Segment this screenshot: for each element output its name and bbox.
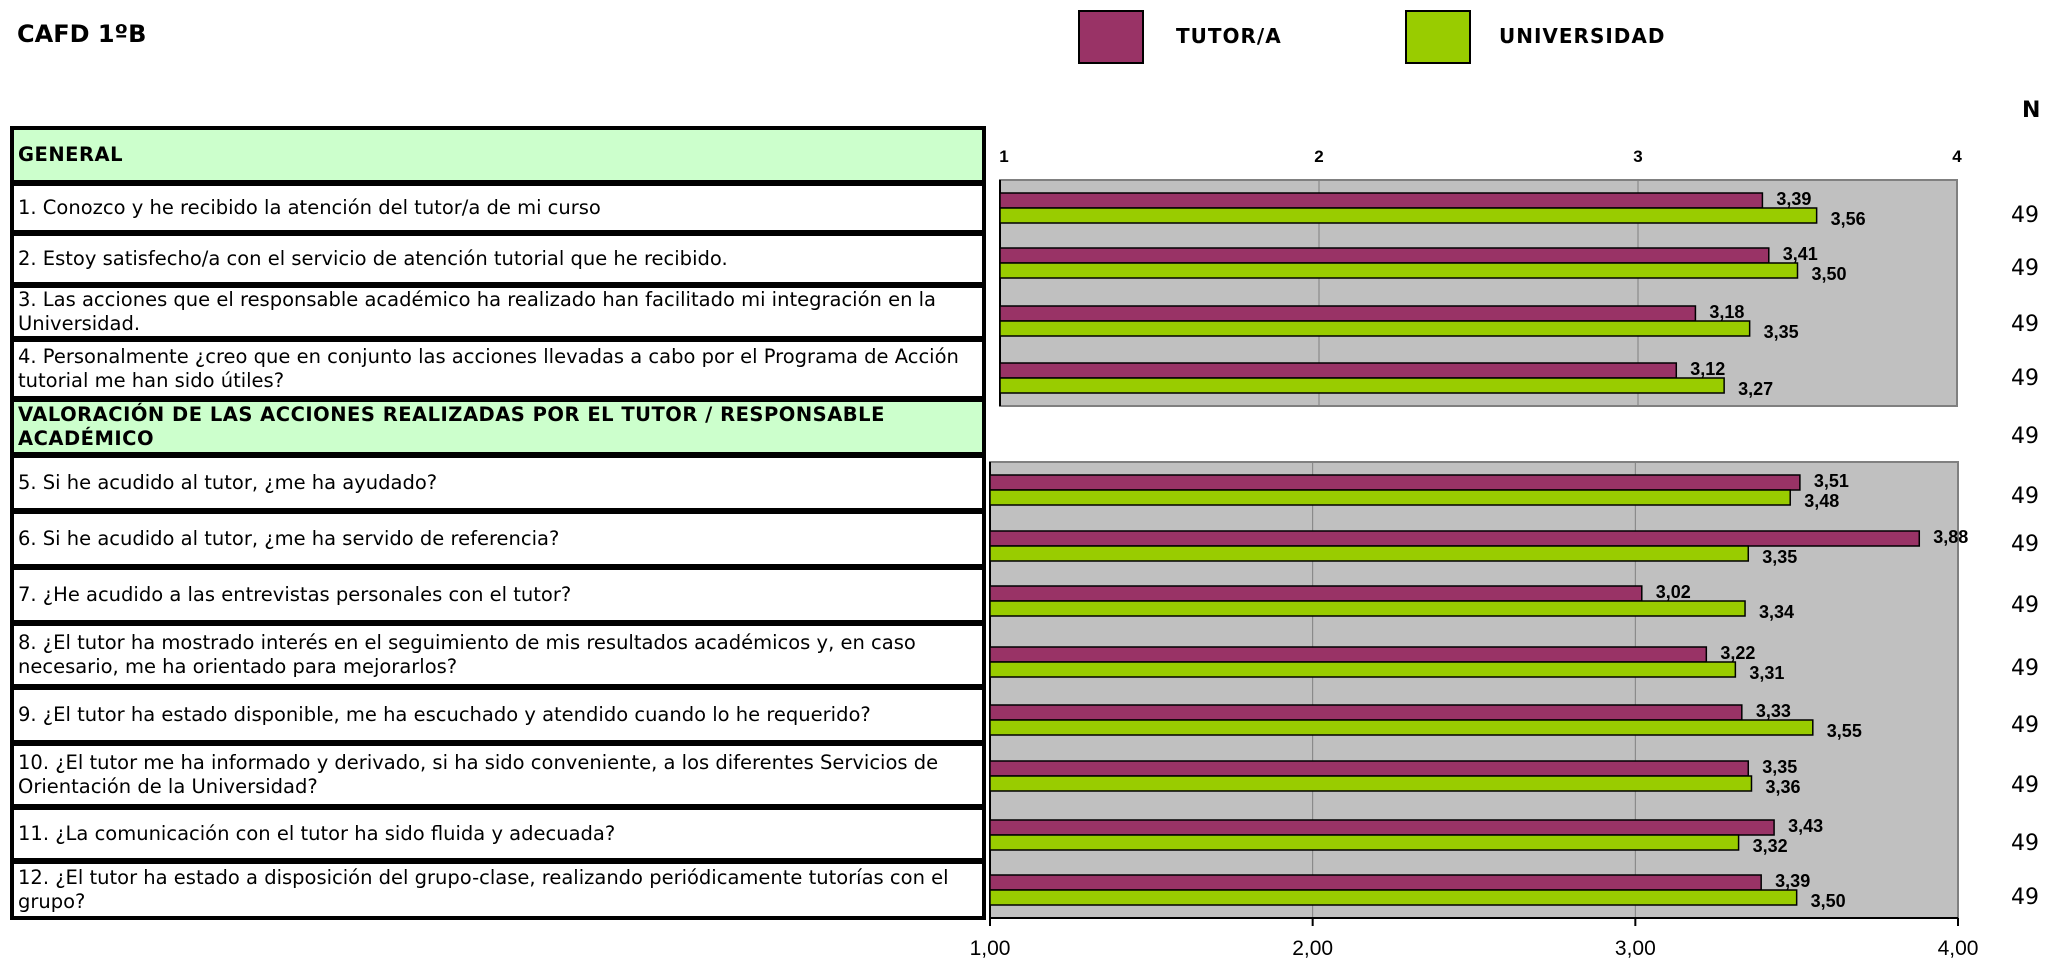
data-label-universidad: 3,27	[1738, 379, 1773, 399]
question-row: 12. ¿El tutor ha estado a disposición de…	[10, 860, 986, 920]
n-value: 49	[2011, 885, 2039, 910]
data-label-tutor: 3,12	[1690, 359, 1725, 379]
data-label-tutor: 3,22	[1720, 643, 1755, 663]
data-label-tutor: 3,41	[1783, 244, 1818, 264]
legend-swatch-tutor	[1078, 10, 1144, 64]
x-tick-label: 1	[999, 147, 1008, 166]
x-tick-label: 2,00	[1292, 937, 1333, 960]
bar-tutor	[989, 760, 1750, 777]
bar-universidad	[989, 834, 1740, 851]
bar-universidad	[999, 320, 1751, 337]
data-label-tutor: 3,39	[1776, 189, 1811, 209]
x-tick-label: 4	[1952, 147, 1962, 166]
n-value: 49	[2011, 203, 2039, 228]
n-value: 49	[2011, 773, 2039, 798]
bar-universidad	[999, 262, 1799, 279]
legend-label-universidad: UNIVERSIDAD	[1499, 24, 1666, 48]
bar-tutor	[999, 192, 1764, 209]
n-value: 49	[2011, 593, 2039, 618]
n-value: 49	[2011, 366, 2039, 391]
n-value: 49	[2011, 532, 2039, 557]
x-tick-label: 1,00	[970, 937, 1011, 960]
data-label-universidad: 3,35	[1762, 547, 1797, 567]
x-tick-label: 3	[1633, 147, 1642, 166]
bar-universidad	[989, 719, 1814, 736]
data-label-tutor: 3,51	[1814, 471, 1849, 491]
data-label-universidad: 3,34	[1759, 602, 1794, 622]
question-row: 1. Conozco y he recibido la atención del…	[10, 182, 986, 234]
bar-tutor	[999, 362, 1678, 379]
n-value: 49	[2011, 656, 2039, 681]
bar-universidad	[989, 600, 1746, 617]
data-label-tutor: 3,02	[1656, 582, 1691, 602]
x-tick-label: 2	[1314, 147, 1323, 166]
bar-universidad	[989, 661, 1737, 678]
data-label-tutor: 3,35	[1762, 757, 1797, 777]
data-label-tutor: 3,88	[1933, 527, 1968, 547]
question-row: 11. ¿La comunicación con el tutor ha sid…	[10, 806, 986, 862]
bar-tutor	[989, 819, 1775, 836]
bar-universidad	[999, 377, 1725, 394]
data-label-universidad: 3,35	[1764, 322, 1799, 342]
bar-tutor	[989, 874, 1762, 891]
data-label-universidad: 3,56	[1831, 209, 1866, 229]
bar-universidad	[989, 889, 1798, 906]
bar-tutor	[989, 646, 1708, 663]
n-value: 49	[2011, 831, 2039, 856]
data-label-universidad: 3,36	[1765, 777, 1800, 797]
legend-swatch-universidad	[1405, 10, 1471, 64]
bar-tutor	[989, 585, 1643, 602]
x-tick-label: 3,00	[1615, 937, 1656, 960]
data-label-tutor: 3,18	[1709, 302, 1744, 322]
data-label-universidad: 3,32	[1753, 836, 1788, 856]
question-row: 2. Estoy satisfecho/a con el servicio de…	[10, 232, 986, 286]
bar-tutor	[989, 474, 1801, 491]
data-label-universidad: 3,48	[1804, 491, 1839, 511]
bar-tutor	[999, 247, 1770, 264]
bar-universidad	[989, 489, 1791, 506]
bar-universidad	[999, 207, 1818, 224]
bar-tutor	[989, 530, 1921, 547]
data-label-universidad: 3,31	[1749, 663, 1784, 683]
data-label-universidad: 3,55	[1827, 721, 1862, 741]
bar-universidad	[989, 775, 1753, 792]
question-row: 4. Personalmente ¿creo que en conjunto l…	[10, 338, 986, 400]
n-value: 49	[2011, 713, 2039, 738]
n-column-header: N	[2022, 98, 2041, 123]
n-value: 49	[2011, 312, 2039, 337]
data-label-tutor: 3,33	[1756, 701, 1791, 721]
data-label-universidad: 3,50	[1812, 264, 1847, 284]
question-row: 7. ¿He acudido a las entrevistas persona…	[10, 566, 986, 624]
question-row: 10. ¿El tutor me ha informado y derivado…	[10, 742, 986, 808]
bar-tutor	[989, 704, 1743, 721]
data-label-tutor: 3,43	[1788, 816, 1823, 836]
n-value: 49	[2011, 484, 2039, 509]
n-value: 49	[2011, 256, 2039, 281]
bar-universidad	[989, 545, 1750, 562]
bar-tutor	[999, 305, 1697, 322]
legend-label-tutor: TUTOR/A	[1176, 24, 1282, 48]
question-row: 8. ¿El tutor ha mostrado interés en el s…	[10, 622, 986, 688]
n-value: 49	[2011, 424, 2039, 449]
x-tick-label: 4,00	[1938, 937, 1979, 960]
data-label-universidad: 3,50	[1811, 891, 1846, 911]
data-label-tutor: 3,39	[1775, 871, 1810, 891]
page-title: CAFD 1ºB	[17, 20, 147, 48]
